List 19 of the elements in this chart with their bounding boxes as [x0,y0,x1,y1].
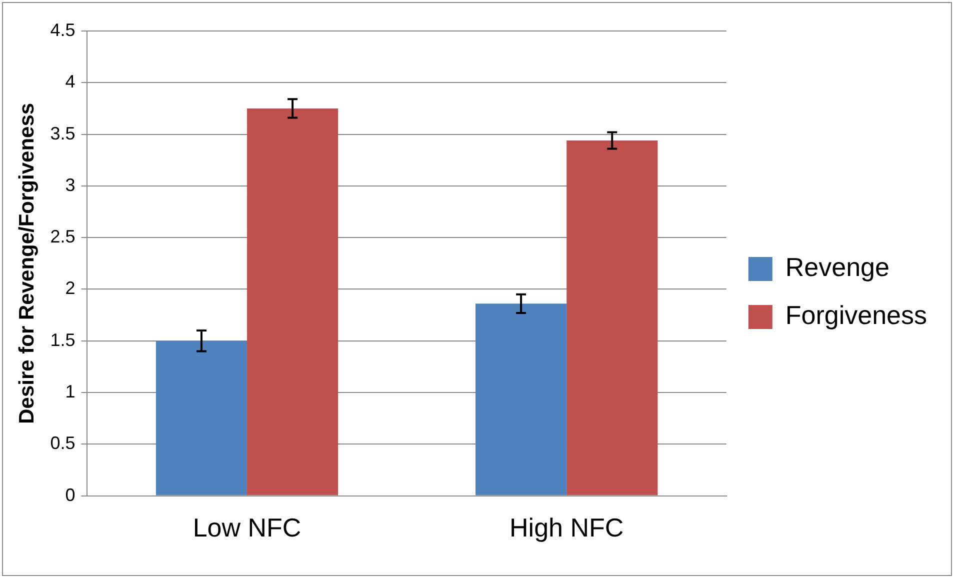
bar [156,340,248,496]
y-tick-label: 2.5 [50,226,76,247]
y-axis-title: Desire for Revenge/Forgiveness [15,102,38,424]
y-tick-label: 1.5 [50,330,76,350]
y-tick-label: 4 [65,72,76,92]
x-tick-label: Low NFC [192,512,302,543]
y-tick-label: 1 [65,381,76,402]
x-tick-label: High NFC [510,512,624,543]
legend-label: Revenge [785,252,890,282]
bar [476,304,567,496]
y-tick-label: 0.5 [50,433,76,454]
y-tick-label: 4.5 [50,20,76,40]
y-tick-label: 3 [65,174,76,195]
legend-label: Forgiveness [785,300,928,330]
y-tick-label: 2 [65,278,76,298]
bar [247,108,338,496]
y-tick-label: 3.5 [50,123,76,144]
bar [566,140,658,496]
y-tick-label: 0 [65,484,76,505]
